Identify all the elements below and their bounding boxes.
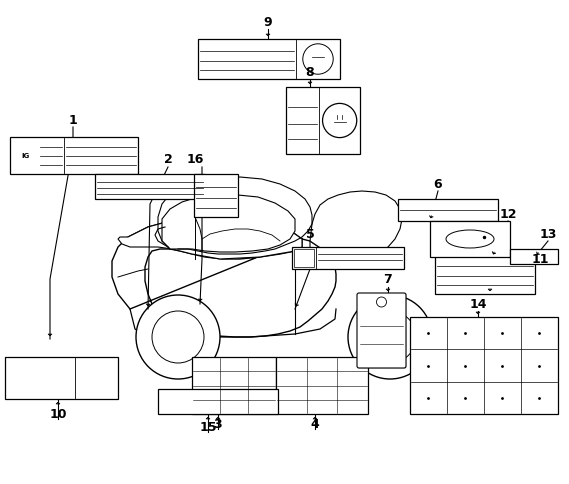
Bar [198,40,340,80]
Bar [10,138,138,175]
Bar [430,222,510,257]
Bar [398,199,498,222]
Text: IG: IG [21,153,30,159]
Bar [292,247,404,270]
Bar [276,357,368,414]
Text: 9: 9 [263,15,273,29]
Bar [294,249,314,268]
Polygon shape [310,192,402,257]
Bar [5,357,118,399]
Bar [435,255,535,294]
Text: 3: 3 [214,418,222,431]
Text: 13: 13 [539,228,556,241]
Text: 12: 12 [499,208,517,221]
Circle shape [136,295,220,379]
Bar [358,294,405,367]
FancyBboxPatch shape [357,293,406,368]
Bar [510,249,558,264]
Text: 8: 8 [306,65,314,78]
Text: 16: 16 [186,153,204,166]
Bar [286,88,360,155]
Circle shape [348,295,432,379]
Text: 5: 5 [306,228,315,241]
Text: 7: 7 [384,273,393,286]
Polygon shape [112,215,336,337]
Polygon shape [118,215,302,259]
Bar [192,357,276,414]
Text: 1: 1 [69,113,77,126]
Bar [158,389,278,414]
Polygon shape [162,196,295,253]
Text: 15: 15 [199,421,217,434]
Text: 2: 2 [164,153,172,166]
Bar [95,175,205,199]
Text: 4: 4 [311,418,319,431]
Bar [194,175,238,217]
Text: 6: 6 [434,178,442,191]
Text: 11: 11 [531,253,549,266]
Bar [410,318,558,414]
Text: 14: 14 [469,298,486,311]
Text: 10: 10 [50,408,67,421]
